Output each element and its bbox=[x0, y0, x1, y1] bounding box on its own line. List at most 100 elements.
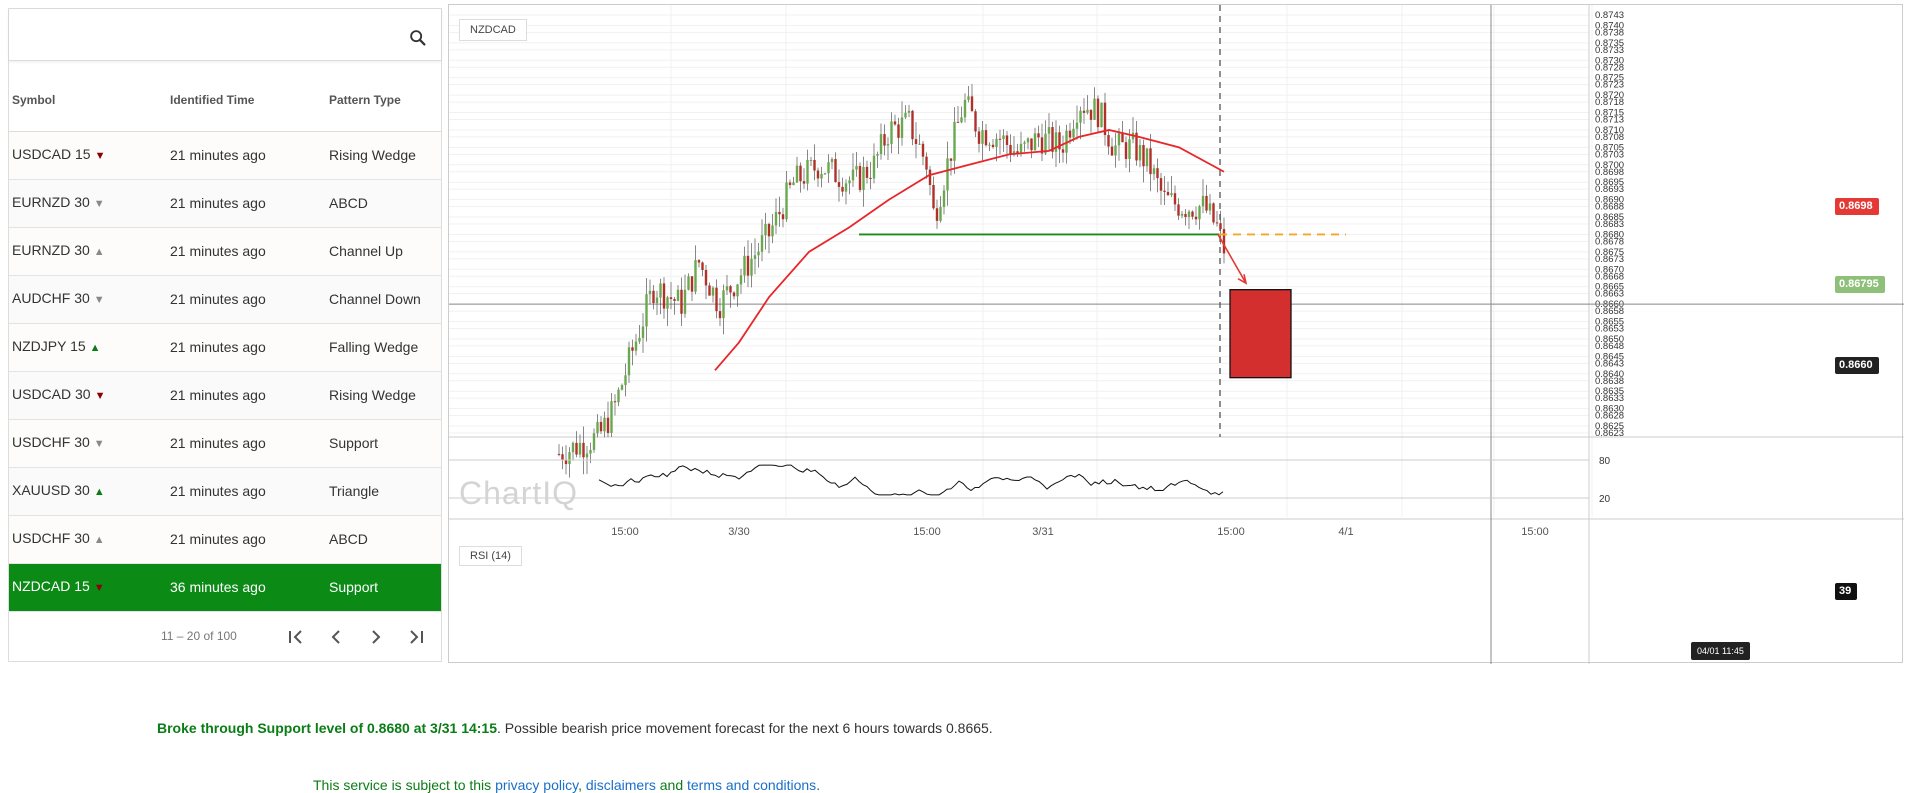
table-row[interactable]: NZDCAD 15 ▼ 36 minutes ago Support bbox=[9, 563, 441, 612]
search-icon[interactable] bbox=[407, 27, 429, 49]
candle-body bbox=[732, 292, 736, 297]
candle-body bbox=[1205, 195, 1208, 211]
pattern-type-cell: Rising Wedge bbox=[326, 371, 441, 420]
candle-body bbox=[557, 453, 561, 455]
next-page-icon[interactable] bbox=[363, 625, 389, 649]
candle-body bbox=[673, 299, 676, 301]
candle-body bbox=[1058, 132, 1061, 150]
table-row[interactable]: EURNZD 30 ▼ 21 minutes ago ABCD bbox=[9, 179, 441, 228]
column-header-symbol[interactable]: Symbol bbox=[9, 69, 167, 132]
candle-body bbox=[760, 235, 764, 252]
pattern-type-cell: ABCD bbox=[326, 515, 441, 564]
candle-body bbox=[1093, 98, 1096, 120]
footer-sep-2: and bbox=[655, 777, 687, 793]
candle-body bbox=[890, 121, 893, 145]
candle-body bbox=[792, 182, 795, 186]
price-tick-label: 0.8658 bbox=[1595, 306, 1624, 317]
table-row[interactable]: NZDJPY 15 ▲ 21 minutes ago Falling Wedge bbox=[9, 323, 441, 372]
candle-body bbox=[585, 453, 589, 458]
candle-body bbox=[998, 138, 1002, 140]
chart-canvas[interactable]: 0.87430.87400.87380.87350.87330.87300.87… bbox=[449, 5, 1904, 664]
symbol-cell[interactable]: USDCAD 30 ▼ bbox=[9, 371, 167, 420]
candle-body bbox=[718, 311, 722, 319]
symbol-cell[interactable]: USDCHF 30 ▲ bbox=[9, 515, 167, 564]
chartiq-watermark: ChartIQ bbox=[459, 475, 579, 511]
table-row[interactable]: USDCAD 30 ▼ 21 minutes ago Rising Wedge bbox=[9, 371, 441, 420]
time-axis-label: 15:00 bbox=[611, 526, 639, 538]
candle-body bbox=[991, 144, 995, 147]
table-row[interactable]: USDCHF 30 ▲ 21 minutes ago ABCD bbox=[9, 515, 441, 564]
candle-body bbox=[1023, 142, 1026, 144]
candle-body bbox=[690, 276, 694, 292]
candle-body bbox=[981, 130, 984, 144]
table-row[interactable]: AUDCHF 30 ▼ 21 minutes ago Channel Down bbox=[9, 275, 441, 324]
price-chart[interactable]: 0.8743 0.8740 0.8738 0.8735 0.8733 0.8730 0.87… bbox=[448, 4, 1904, 664]
candle-body bbox=[750, 258, 753, 276]
price-tick-label: 0.8680 bbox=[1595, 229, 1624, 240]
candle-body bbox=[858, 166, 862, 190]
symbol-cell[interactable]: EURNZD 30 ▼ bbox=[9, 179, 167, 228]
search-input[interactable] bbox=[17, 21, 397, 49]
direction-up-icon: ▲ bbox=[93, 486, 105, 498]
candle-body bbox=[848, 180, 851, 184]
price-tick-label: 0.8693 bbox=[1595, 184, 1624, 195]
table-row[interactable]: USDCAD 15 ▼ 21 minutes ago Rising Wedge bbox=[9, 131, 441, 180]
candle-body bbox=[1030, 138, 1033, 151]
price-tick-label: 0.8723 bbox=[1595, 80, 1624, 91]
symbol-cell[interactable]: XAUUSD 30 ▲ bbox=[9, 467, 167, 516]
price-tick-label: 0.8715 bbox=[1595, 108, 1624, 119]
table-row[interactable]: EURNZD 30 ▲ 21 minutes ago Channel Up bbox=[9, 227, 441, 276]
table-row[interactable]: XAUUSD 30 ▲ 21 minutes ago Triangle bbox=[9, 467, 441, 516]
price-tick-label: 0.8710 bbox=[1595, 125, 1624, 136]
candle-body bbox=[823, 173, 827, 175]
price-tick-label: 0.8725 bbox=[1595, 73, 1624, 84]
candle-body bbox=[725, 286, 729, 291]
candle-body bbox=[1142, 145, 1145, 167]
candle-body bbox=[610, 401, 613, 433]
previous-page-icon[interactable] bbox=[323, 625, 349, 649]
direction-up-icon: ▲ bbox=[93, 534, 105, 546]
direction-down-icon: ▼ bbox=[93, 198, 105, 210]
column-header-identified-time[interactable]: Identified Time bbox=[167, 69, 326, 132]
table-row[interactable]: USDCHF 30 ▼ 21 minutes ago Support bbox=[9, 419, 441, 468]
first-page-icon[interactable] bbox=[283, 625, 309, 649]
identified-time-cell: 21 minutes ago bbox=[167, 179, 326, 228]
symbol-cell[interactable]: USDCHF 30 ▼ bbox=[9, 419, 167, 468]
candle-body bbox=[1194, 216, 1198, 220]
column-header-pattern-type[interactable]: Pattern Type bbox=[326, 69, 441, 132]
price-tick-label: 0.8730 bbox=[1595, 55, 1624, 66]
candle-body bbox=[1117, 133, 1121, 146]
terms-link[interactable]: terms and conditions bbox=[687, 777, 817, 793]
candle-body bbox=[1152, 168, 1156, 175]
candle-body bbox=[1033, 133, 1037, 151]
candle-body bbox=[844, 183, 848, 192]
symbol-cell[interactable]: NZDCAD 15 ▼ bbox=[9, 563, 167, 612]
candle-body bbox=[774, 211, 778, 226]
candle-body bbox=[743, 255, 746, 276]
candle-body bbox=[620, 385, 624, 390]
candle-body bbox=[1156, 168, 1159, 179]
candle-body bbox=[624, 375, 627, 386]
price-tick-label: 0.8700 bbox=[1595, 160, 1624, 171]
candle-body bbox=[967, 96, 970, 100]
symbol-cell[interactable]: EURNZD 30 ▲ bbox=[9, 227, 167, 276]
price-tick-label: 0.8670 bbox=[1595, 264, 1624, 275]
candle-body bbox=[1100, 102, 1103, 128]
symbol-cell[interactable]: AUDCHF 30 ▼ bbox=[9, 275, 167, 324]
symbol-text: NZDJPY 15 bbox=[12, 338, 86, 354]
candle-body bbox=[795, 165, 799, 183]
candle-body bbox=[1044, 133, 1047, 154]
candle-body bbox=[914, 139, 918, 145]
chart-symbol-label[interactable]: NZDCAD bbox=[459, 19, 527, 41]
symbol-cell[interactable]: NZDJPY 15 ▲ bbox=[9, 323, 167, 372]
price-tick-label: 0.8705 bbox=[1595, 142, 1624, 153]
identified-time-cell: 21 minutes ago bbox=[167, 515, 326, 564]
symbol-cell[interactable]: USDCAD 15 ▼ bbox=[9, 131, 167, 180]
privacy-policy-link[interactable]: privacy policy bbox=[495, 777, 579, 793]
candle-body bbox=[687, 276, 690, 290]
price-tick-label: 0.8698 bbox=[1595, 167, 1624, 178]
disclaimers-link[interactable]: disclaimers bbox=[585, 777, 656, 793]
rsi-study-label[interactable]: RSI (14) bbox=[459, 546, 522, 566]
last-page-icon[interactable] bbox=[403, 625, 429, 649]
candle-body bbox=[575, 442, 578, 455]
